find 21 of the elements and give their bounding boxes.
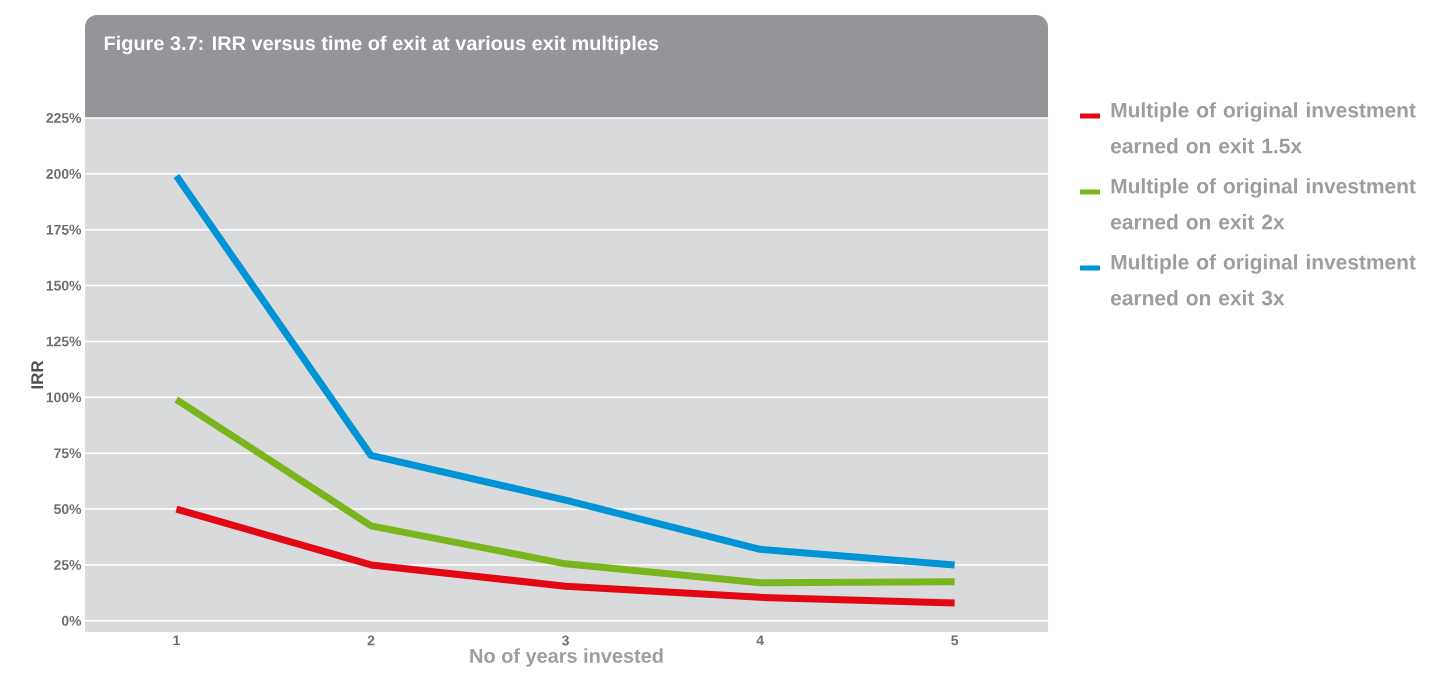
y-tick-label: 25%	[54, 559, 82, 570]
x-tick-label: 4	[756, 635, 764, 646]
x-tick-label: 2	[367, 635, 375, 646]
y-tick-label: 0%	[61, 615, 82, 626]
legend-label: Multiple of original investment earned on exit 3x	[1111, 254, 1416, 306]
y-tick-label: 50%	[54, 504, 82, 515]
x-axis-title: No of years invested	[470, 648, 663, 667]
y-tick-label: 75%	[54, 448, 82, 459]
y-tick-label: 100%	[46, 392, 82, 403]
y-tick-label: 125%	[46, 336, 82, 347]
x-tick-label: 3	[561, 635, 569, 646]
legend-label: Multiple of original investment earned on exit 2x	[1111, 178, 1416, 230]
y-tick-label: 150%	[46, 280, 82, 291]
y-tick-label: 225%	[46, 113, 82, 123]
x-tick-label: 1	[173, 635, 180, 646]
y-axis-title: IRR	[31, 360, 43, 389]
y-tick-label: 175%	[46, 224, 82, 235]
x-tick-label: 5	[951, 635, 959, 646]
chart-title: Figure 3.7: IRR versus time of exit at various exit multiples	[104, 35, 659, 55]
legend-label: Multiple of original investment earned on exit 1.5x	[1111, 102, 1416, 154]
y-tick-label: 200%	[46, 168, 82, 179]
